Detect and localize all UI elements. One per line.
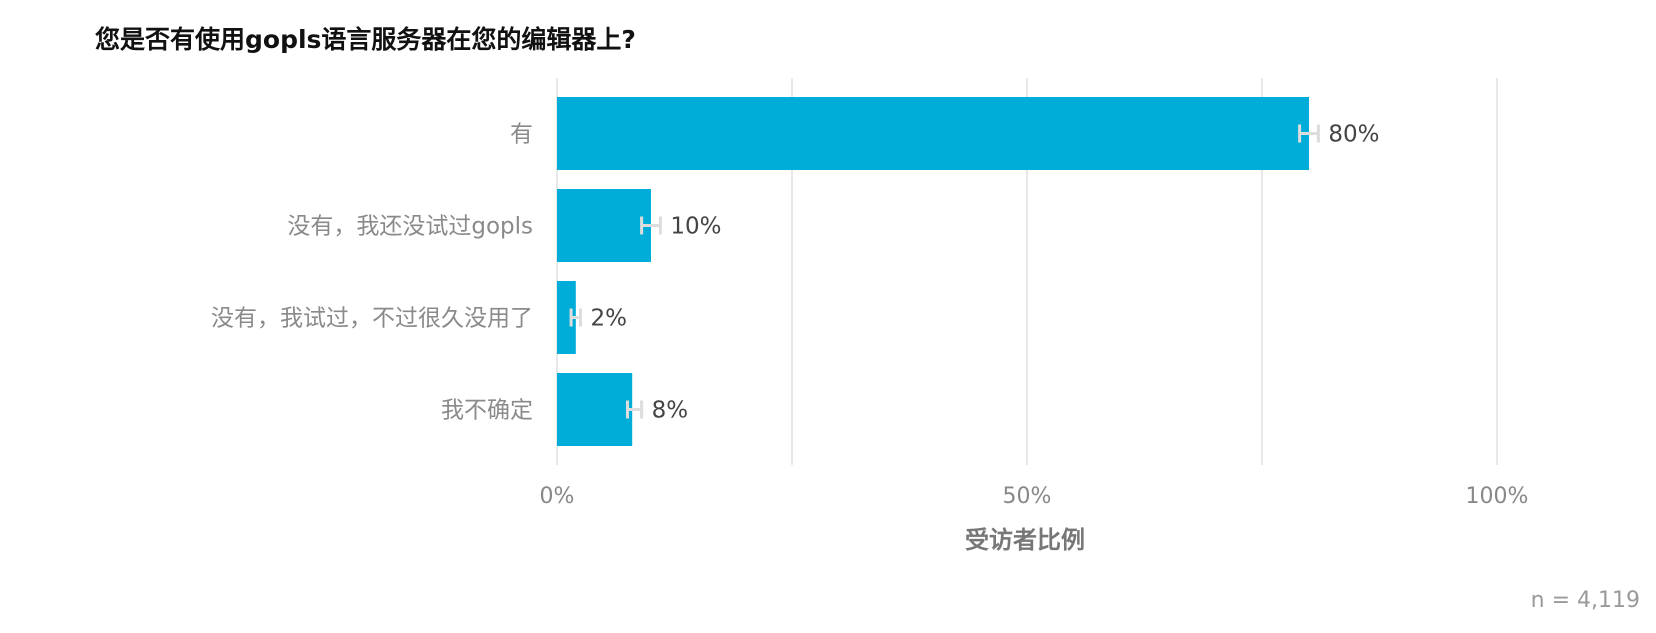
bars <box>557 97 1309 446</box>
value-label: 80% <box>1328 122 1379 148</box>
category-label: 没有，我试过，不过很久没用了 <box>211 306 533 332</box>
bar <box>557 97 1309 170</box>
bar <box>557 189 651 262</box>
x-tick-label: 100% <box>1466 484 1529 509</box>
bar <box>557 373 633 446</box>
value-label: 8% <box>652 398 689 424</box>
error-bars <box>569 124 1320 419</box>
category-label: 没有，我还没试过gopls <box>287 214 533 240</box>
chart-title: 您是否有使用gopls语言服务器在您的编辑器上? <box>95 25 636 54</box>
x-tick-label: 50% <box>1003 484 1052 509</box>
category-label: 我不确定 <box>441 398 533 424</box>
value-label: 2% <box>591 306 628 332</box>
x-axis-title: 受访者比例 <box>965 526 1085 554</box>
x-tick-label: 0% <box>540 484 575 509</box>
labels: 0% 50% 100% 有 80% 没有，我还没试过gopls 10% 没有，我试过，不过很久… <box>211 122 1528 510</box>
category-label: 有 <box>510 122 533 148</box>
value-label: 10% <box>670 214 721 240</box>
sample-size-note: n = 4,119 <box>1530 588 1640 613</box>
bar <box>557 281 576 354</box>
